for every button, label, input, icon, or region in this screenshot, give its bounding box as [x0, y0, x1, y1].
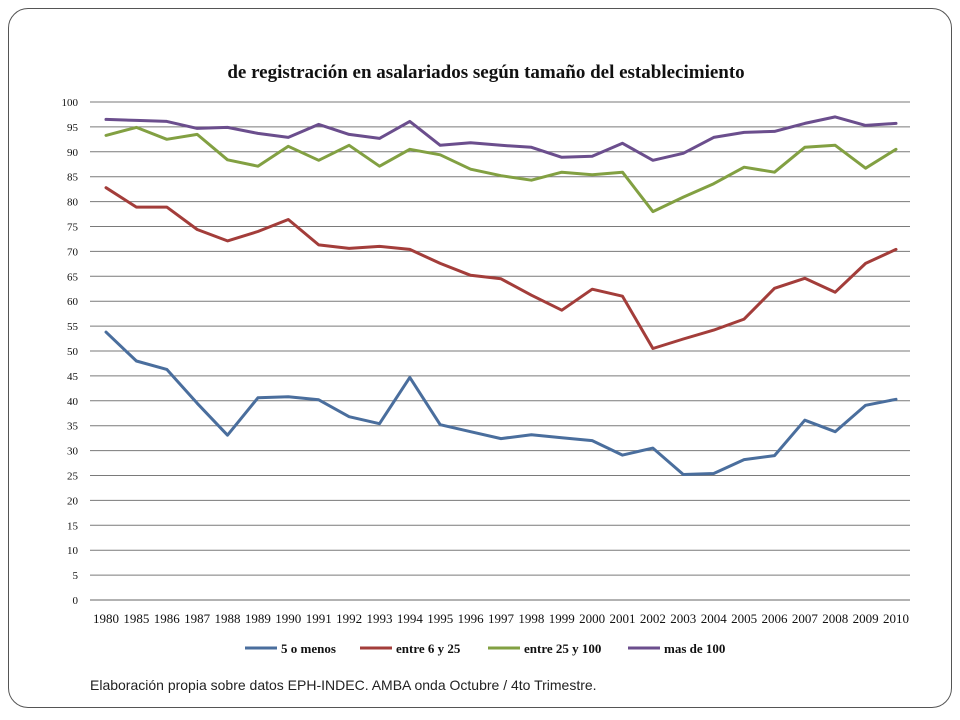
y-tick-label: 85	[67, 172, 79, 184]
y-tick-label: 20	[67, 495, 79, 507]
y-tick-label: 30	[67, 446, 79, 458]
x-tick-label: 1986	[154, 611, 181, 626]
slide-frame	[8, 8, 952, 708]
y-tick-label: 10	[67, 545, 79, 557]
y-tick-label: 5	[73, 570, 79, 582]
x-tick-label: 1990	[275, 611, 301, 626]
x-tick-label: 2006	[761, 611, 788, 626]
series-line	[104, 330, 898, 476]
x-tick-label: 2002	[640, 611, 666, 626]
x-tick-label: 1985	[123, 611, 149, 626]
y-tick-label: 90	[67, 147, 79, 159]
series-line	[104, 115, 898, 162]
y-tick-label: 65	[67, 271, 79, 283]
y-tick-label: 35	[67, 421, 79, 433]
x-tick-label: 1993	[366, 611, 392, 626]
x-tick-label: 2008	[822, 611, 848, 626]
x-tick-label: 1999	[549, 611, 575, 626]
x-tick-label: 1980	[93, 611, 119, 626]
x-tick-label: 2001	[610, 611, 636, 626]
x-tick-label: 2007	[792, 611, 819, 626]
y-tick-label: 25	[67, 471, 79, 483]
y-axis-ticks: 0 5 10 15 20 25 30 35 40 45 50 55 60 65 70 75 80 85 90 95 10…	[62, 97, 79, 607]
x-tick-label: 1995	[427, 611, 453, 626]
y-tick-label: 40	[67, 396, 79, 408]
y-tick-label: 95	[67, 122, 79, 134]
x-tick-label: 2004	[701, 611, 728, 626]
x-tick-label: 2010	[883, 611, 909, 626]
series-line	[104, 125, 898, 214]
x-tick-label: 1997	[488, 611, 515, 626]
y-tick-label: 70	[67, 246, 79, 258]
x-tick-label: 1992	[336, 611, 362, 626]
y-tick-label: 55	[67, 321, 79, 333]
footnote: Elaboración propia sobre datos EPH-INDEC…	[90, 677, 597, 693]
legend-label: mas de 100	[664, 641, 725, 656]
gridlines	[90, 101, 910, 601]
chart-title: de registración en asalariados según tam…	[227, 62, 744, 83]
series-lines	[104, 115, 898, 476]
x-tick-label: 2009	[853, 611, 879, 626]
x-tick-label: 1987	[184, 611, 211, 626]
legend-label: 5 o menos	[281, 641, 336, 656]
y-tick-label: 60	[67, 296, 79, 308]
x-tick-label: 1994	[397, 611, 424, 626]
y-tick-label: 80	[67, 197, 79, 209]
x-tick-label: 1989	[245, 611, 271, 626]
x-tick-label: 2005	[731, 611, 757, 626]
y-tick-label: 100	[62, 97, 79, 109]
x-tick-label: 1996	[458, 611, 485, 626]
x-tick-label: 1991	[306, 611, 332, 626]
legend-label: entre 6 y 25	[396, 641, 461, 656]
y-tick-label: 15	[67, 520, 79, 532]
x-axis-ticks: 1980 1985 1986 1987 1988 1989 1990 1991 1992 1993…	[93, 611, 909, 626]
x-tick-label: 2000	[579, 611, 605, 626]
y-tick-label: 50	[67, 346, 79, 358]
x-tick-label: 1998	[518, 611, 544, 626]
x-tick-label: 1988	[215, 611, 241, 626]
series-line	[104, 186, 898, 350]
x-tick-label: 2003	[670, 611, 696, 626]
y-tick-label: 0	[73, 595, 79, 607]
y-tick-label: 45	[67, 371, 79, 383]
legend: 5 o menos entre 6 y 25 entre 25 y 100 mas d…	[245, 641, 725, 656]
legend-label: entre 25 y 100	[524, 641, 601, 656]
y-tick-label: 75	[67, 222, 79, 234]
